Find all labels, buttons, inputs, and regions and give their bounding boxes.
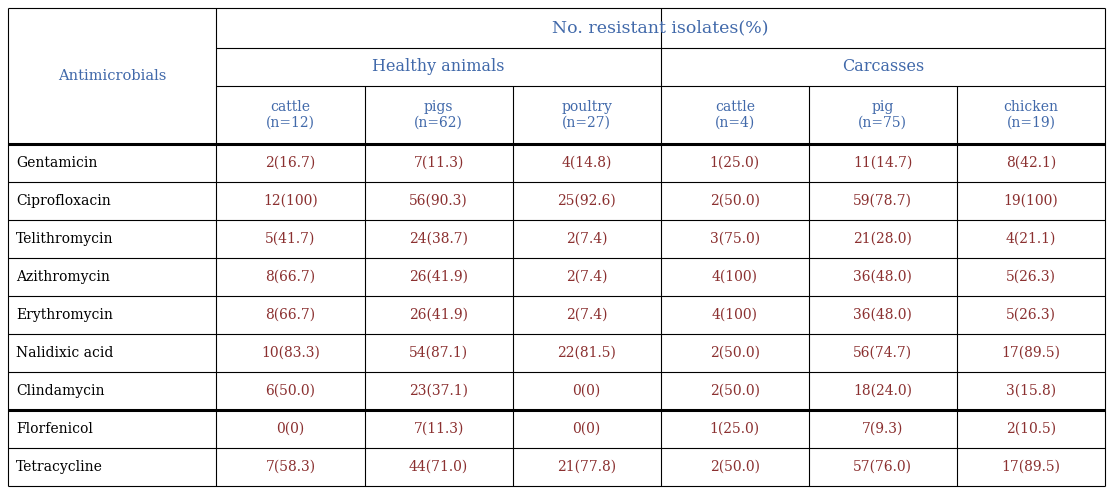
Text: cattle
(n=4): cattle (n=4) [715,100,755,130]
Text: poultry
(n=27): poultry (n=27) [561,100,612,130]
Text: Nalidixic acid: Nalidixic acid [16,346,114,360]
Text: 4(100): 4(100) [711,270,758,284]
Text: 23(37.1): 23(37.1) [410,384,469,398]
Text: 24(38.7): 24(38.7) [410,232,469,246]
Text: Tetracycline: Tetracycline [16,460,102,474]
Text: 4(100): 4(100) [711,308,758,322]
Text: 5(41.7): 5(41.7) [265,232,316,246]
Text: 2(50.0): 2(50.0) [710,194,760,208]
Text: 36(48.0): 36(48.0) [854,270,913,284]
Text: 17(89.5): 17(89.5) [1002,460,1061,474]
Text: 44(71.0): 44(71.0) [408,460,469,474]
Text: 0(0): 0(0) [572,422,601,436]
Text: 8(42.1): 8(42.1) [1006,156,1056,170]
Text: Ciprofloxacin: Ciprofloxacin [16,194,111,208]
Text: 26(41.9): 26(41.9) [410,308,469,322]
Text: 59(78.7): 59(78.7) [854,194,913,208]
Text: 4(21.1): 4(21.1) [1006,232,1056,246]
Text: 11(14.7): 11(14.7) [854,156,913,170]
Text: 2(50.0): 2(50.0) [710,346,760,360]
Text: 7(11.3): 7(11.3) [413,422,464,436]
Text: 7(58.3): 7(58.3) [265,460,316,474]
Text: 10(83.3): 10(83.3) [262,346,319,360]
Text: 57(76.0): 57(76.0) [854,460,913,474]
Text: 19(100): 19(100) [1004,194,1058,208]
Text: 2(16.7): 2(16.7) [265,156,316,170]
Text: 2(7.4): 2(7.4) [565,232,608,246]
Text: chicken
(n=19): chicken (n=19) [1004,100,1058,130]
Text: 2(50.0): 2(50.0) [710,460,760,474]
Text: 8(66.7): 8(66.7) [265,308,316,322]
Text: 7(11.3): 7(11.3) [413,156,464,170]
Text: 2(7.4): 2(7.4) [565,270,608,284]
Text: 7(9.3): 7(9.3) [863,422,904,436]
Text: Gentamicin: Gentamicin [16,156,97,170]
Text: Erythromycin: Erythromycin [16,308,112,322]
Text: Florfenicol: Florfenicol [16,422,92,436]
Text: No. resistant isolates(%): No. resistant isolates(%) [552,19,769,37]
Text: 5(26.3): 5(26.3) [1006,308,1056,322]
Text: 17(89.5): 17(89.5) [1002,346,1061,360]
Text: 26(41.9): 26(41.9) [410,270,469,284]
Text: 4(14.8): 4(14.8) [561,156,612,170]
Text: 25(92.6): 25(92.6) [558,194,615,208]
Text: 56(74.7): 56(74.7) [854,346,913,360]
Text: 36(48.0): 36(48.0) [854,308,913,322]
Text: 3(15.8): 3(15.8) [1006,384,1056,398]
Text: 2(7.4): 2(7.4) [565,308,608,322]
Text: 3(75.0): 3(75.0) [710,232,760,246]
Text: 0(0): 0(0) [572,384,601,398]
Text: Healthy animals: Healthy animals [373,58,505,76]
Text: 8(66.7): 8(66.7) [265,270,316,284]
Text: Antimicrobials: Antimicrobials [58,69,167,83]
Text: 54(87.1): 54(87.1) [408,346,469,360]
Text: 0(0): 0(0) [276,422,305,436]
Text: Clindamycin: Clindamycin [16,384,105,398]
Text: 2(50.0): 2(50.0) [710,384,760,398]
Text: 22(81.5): 22(81.5) [558,346,617,360]
Text: Telithromycin: Telithromycin [16,232,114,246]
Text: 56(90.3): 56(90.3) [410,194,467,208]
Text: 5(26.3): 5(26.3) [1006,270,1056,284]
Text: 1(25.0): 1(25.0) [710,156,760,170]
Text: 6(50.0): 6(50.0) [266,384,315,398]
Text: pigs
(n=62): pigs (n=62) [414,100,463,130]
Text: 21(28.0): 21(28.0) [854,232,913,246]
Text: 1(25.0): 1(25.0) [710,422,760,436]
Text: Azithromycin: Azithromycin [16,270,110,284]
Text: cattle
(n=12): cattle (n=12) [266,100,315,130]
Text: 18(24.0): 18(24.0) [854,384,913,398]
Text: 2(10.5): 2(10.5) [1006,422,1056,436]
Text: Carcasses: Carcasses [841,58,924,76]
Text: 21(77.8): 21(77.8) [558,460,617,474]
Text: pig
(n=75): pig (n=75) [858,100,907,130]
Text: 12(100): 12(100) [263,194,318,208]
